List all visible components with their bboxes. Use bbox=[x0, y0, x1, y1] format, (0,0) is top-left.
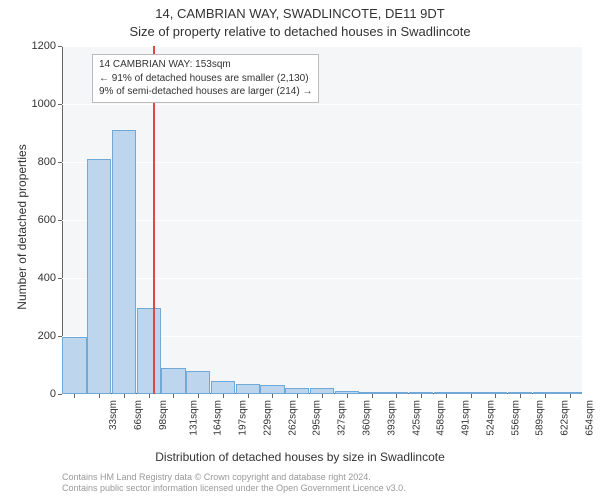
x-tick-mark bbox=[297, 394, 298, 398]
y-axis-label: Number of detached properties bbox=[15, 127, 29, 327]
x-tick-mark bbox=[570, 394, 571, 398]
x-tick-mark bbox=[173, 394, 174, 398]
x-tick-label: 33sqm bbox=[108, 400, 119, 430]
annotation-box: 14 CAMBRIAN WAY: 153sqm← 91% of detached… bbox=[92, 54, 319, 103]
histogram-bar bbox=[260, 385, 284, 394]
x-tick-mark bbox=[248, 394, 249, 398]
x-tick-label: 197sqm bbox=[238, 400, 249, 436]
x-tick-label: 98sqm bbox=[158, 400, 169, 430]
y-tick-mark bbox=[58, 46, 62, 47]
x-axis-label: Distribution of detached houses by size … bbox=[0, 450, 600, 464]
footer-line-1: Contains HM Land Registry data © Crown c… bbox=[62, 472, 406, 483]
x-tick-mark bbox=[421, 394, 422, 398]
x-tick-mark bbox=[223, 394, 224, 398]
x-tick-mark bbox=[495, 394, 496, 398]
x-tick-label: 589sqm bbox=[535, 400, 546, 436]
gridline bbox=[62, 220, 582, 221]
histogram-bar bbox=[112, 130, 136, 394]
annotation-line-3: 9% of semi-detached houses are larger (2… bbox=[99, 85, 312, 99]
annotation-line-2: ← 91% of detached houses are smaller (2,… bbox=[99, 72, 312, 86]
histogram-bar bbox=[236, 384, 260, 394]
x-tick-label: 556sqm bbox=[510, 400, 521, 436]
x-tick-label: 360sqm bbox=[362, 400, 373, 436]
histogram-bar bbox=[87, 159, 111, 394]
x-tick-label: 229sqm bbox=[263, 400, 274, 436]
x-tick-mark bbox=[396, 394, 397, 398]
gridline bbox=[62, 162, 582, 163]
y-tick-label: 0 bbox=[50, 388, 56, 400]
x-tick-label: 622sqm bbox=[560, 400, 571, 436]
page-title: 14, CAMBRIAN WAY, SWADLINCOTE, DE11 9DT bbox=[0, 6, 600, 21]
y-tick-mark bbox=[58, 162, 62, 163]
plot-area: 02004006008001000120033sqm66sqm98sqm131s… bbox=[62, 46, 582, 394]
chart-container: 14, CAMBRIAN WAY, SWADLINCOTE, DE11 9DT … bbox=[0, 0, 600, 500]
y-tick-label: 600 bbox=[38, 214, 56, 226]
histogram-bar bbox=[62, 337, 86, 394]
footer-line-2: Contains public sector information licen… bbox=[62, 483, 406, 494]
y-tick-label: 1200 bbox=[32, 40, 56, 52]
x-tick-label: 66sqm bbox=[133, 400, 144, 430]
x-tick-mark bbox=[347, 394, 348, 398]
x-tick-label: 262sqm bbox=[287, 400, 298, 436]
y-tick-mark bbox=[58, 278, 62, 279]
y-tick-mark bbox=[58, 394, 62, 395]
x-tick-mark bbox=[471, 394, 472, 398]
histogram-bar bbox=[161, 368, 185, 394]
x-tick-label: 458sqm bbox=[436, 400, 447, 436]
x-tick-mark bbox=[99, 394, 100, 398]
x-tick-label: 295sqm bbox=[312, 400, 323, 436]
gridline bbox=[62, 104, 582, 105]
x-tick-label: 393sqm bbox=[386, 400, 397, 436]
x-tick-label: 524sqm bbox=[485, 400, 496, 436]
footer-attribution: Contains HM Land Registry data © Crown c… bbox=[62, 472, 406, 495]
page-subtitle: Size of property relative to detached ho… bbox=[0, 24, 600, 39]
x-tick-mark bbox=[149, 394, 150, 398]
x-tick-mark bbox=[520, 394, 521, 398]
x-tick-mark bbox=[198, 394, 199, 398]
x-tick-label: 491sqm bbox=[461, 400, 472, 436]
x-tick-mark bbox=[372, 394, 373, 398]
x-tick-label: 425sqm bbox=[411, 400, 422, 436]
y-tick-mark bbox=[58, 104, 62, 105]
y-tick-label: 1000 bbox=[32, 98, 56, 110]
gridline bbox=[62, 46, 582, 47]
histogram-bar bbox=[186, 371, 210, 394]
x-tick-mark bbox=[74, 394, 75, 398]
x-tick-mark bbox=[545, 394, 546, 398]
histogram-bar bbox=[137, 308, 161, 394]
histogram-bar bbox=[211, 381, 235, 394]
x-tick-label: 164sqm bbox=[213, 400, 224, 436]
y-tick-label: 800 bbox=[38, 156, 56, 168]
x-tick-mark bbox=[124, 394, 125, 398]
annotation-line-1: 14 CAMBRIAN WAY: 153sqm bbox=[99, 58, 312, 72]
y-tick-mark bbox=[58, 220, 62, 221]
x-tick-label: 654sqm bbox=[584, 400, 595, 436]
x-tick-label: 131sqm bbox=[188, 400, 199, 436]
gridline bbox=[62, 278, 582, 279]
x-tick-label: 327sqm bbox=[337, 400, 348, 436]
y-tick-label: 200 bbox=[38, 330, 56, 342]
x-tick-mark bbox=[322, 394, 323, 398]
x-tick-mark bbox=[272, 394, 273, 398]
x-tick-mark bbox=[446, 394, 447, 398]
y-tick-label: 400 bbox=[38, 272, 56, 284]
